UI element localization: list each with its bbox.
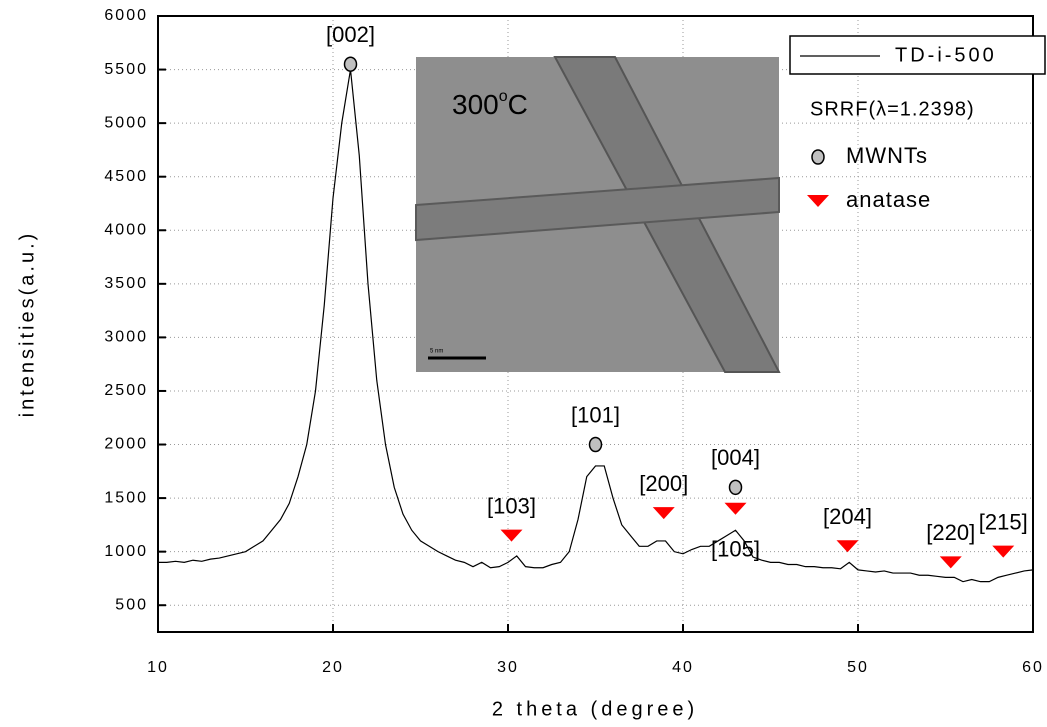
y-tick-label: 6000 — [104, 7, 148, 24]
x-axis-label: 2 theta (degree) — [492, 698, 698, 720]
y-tick-label: 2000 — [104, 436, 148, 453]
y-tick-label: 3500 — [104, 275, 148, 292]
peak-label: [220] — [926, 520, 975, 545]
x-tick-label: 10 — [147, 659, 169, 676]
y-tick-label: 500 — [115, 596, 148, 613]
peak-legend-title: SRRF(λ=1.2398) — [810, 98, 975, 120]
x-tick-label: 40 — [672, 659, 694, 676]
x-tick-label: 30 — [497, 659, 519, 676]
y-tick-label: 3000 — [104, 329, 148, 346]
peak-marker — [836, 540, 859, 553]
peak-label: [204] — [823, 504, 872, 529]
x-tick-label: 50 — [847, 659, 869, 676]
peak-marker — [343, 56, 358, 72]
peak-label: [105] — [711, 537, 760, 562]
inset-label-number: 300 — [452, 89, 499, 120]
peak-label: [004] — [711, 445, 760, 470]
peak-marker — [807, 195, 829, 207]
peak-marker — [939, 556, 962, 569]
y-tick-label: 4000 — [104, 221, 148, 238]
peak-marker — [811, 149, 825, 165]
peak-marker — [588, 436, 603, 453]
inset-label-sup: o — [499, 88, 508, 105]
x-tick-label: 20 — [322, 659, 344, 676]
plot-frame — [157, 15, 1034, 633]
y-tick-label: 2500 — [104, 382, 148, 399]
peak-marker — [500, 529, 523, 542]
inset-image: 5 nm 300oC — [415, 56, 781, 373]
peak-legend-label: anatase — [846, 187, 931, 212]
y-tick-label: 4500 — [104, 168, 148, 185]
legend-box — [789, 35, 1046, 75]
inset-label: 300oC — [452, 88, 528, 120]
peak-label: [103] — [487, 493, 536, 518]
data-line — [158, 69, 1034, 583]
peak-label: [002] — [326, 22, 375, 47]
peak-label: [200] — [639, 471, 688, 496]
y-axis-label: intensities(a.u.) — [16, 231, 38, 418]
peak-legend-label: MWNTs — [846, 143, 928, 168]
peak-marker — [724, 502, 747, 515]
peak-label: [101] — [571, 402, 620, 427]
peak-marker — [728, 479, 743, 496]
x-tick-label: 60 — [1022, 659, 1044, 676]
peak-marker — [652, 507, 675, 520]
y-tick-label: 5500 — [104, 61, 148, 78]
legend-label: TD-i-500 — [895, 44, 997, 66]
peak-marker — [992, 545, 1015, 558]
y-tick-label: 1000 — [104, 543, 148, 560]
y-tick-label: 1500 — [104, 489, 148, 506]
peak-label: [215] — [979, 509, 1028, 534]
tube — [415, 176, 780, 242]
y-tick-label: 5000 — [104, 114, 148, 131]
scale-bar-label: 5 nm — [430, 349, 443, 355]
inset-label-unit: C — [508, 89, 528, 120]
